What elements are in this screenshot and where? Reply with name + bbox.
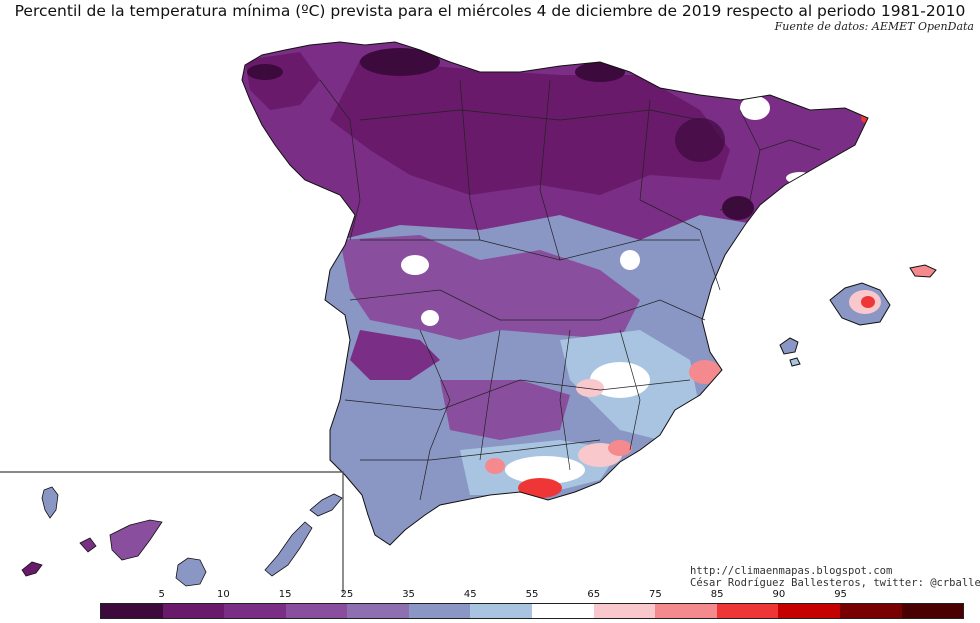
legend-swatch bbox=[224, 604, 286, 618]
blog-url[interactable]: http://climaenmapas.blogspot.com bbox=[690, 565, 893, 577]
province-borders bbox=[319, 79, 821, 501]
pink-2 bbox=[576, 379, 604, 397]
legend-label: 55 bbox=[525, 589, 539, 600]
white-5 bbox=[505, 456, 585, 484]
legend-swatch bbox=[347, 604, 409, 618]
legend-swatch bbox=[778, 604, 840, 618]
mallorca-red bbox=[861, 296, 875, 308]
legend-swatch bbox=[593, 604, 656, 618]
ibiza bbox=[779, 337, 799, 355]
la-gomera bbox=[79, 537, 97, 553]
legend-label: 5 bbox=[158, 589, 165, 600]
legend-label: 75 bbox=[649, 589, 662, 600]
la-palma bbox=[41, 486, 59, 519]
legend-swatch bbox=[901, 604, 964, 618]
gran-canaria bbox=[175, 557, 207, 587]
balearic-islands bbox=[779, 264, 937, 367]
lanzarote bbox=[309, 493, 343, 517]
fuerteventura bbox=[264, 521, 313, 577]
legend-swatch bbox=[470, 604, 533, 618]
iberia-outline bbox=[241, 41, 869, 546]
north-darkest-3 bbox=[247, 64, 283, 80]
tenerife bbox=[109, 519, 163, 561]
north-darkest-2 bbox=[575, 62, 625, 82]
legend-labels: 5 10 15 25 35 45 55 65 75 85 90 95 bbox=[100, 589, 964, 602]
legend-label: 85 bbox=[710, 589, 724, 600]
white-4 bbox=[590, 362, 650, 398]
legend-swatch bbox=[655, 604, 717, 618]
south-purple bbox=[440, 380, 570, 440]
white-6 bbox=[620, 250, 640, 270]
ebro-dark bbox=[722, 196, 754, 220]
map-title: Percentil de la temperatura mínima (ºC) … bbox=[14, 2, 966, 20]
legend-swatch bbox=[839, 604, 902, 618]
legend-swatch bbox=[285, 604, 348, 618]
legend-label: 90 bbox=[772, 589, 786, 600]
iberian-peninsula bbox=[241, 41, 869, 546]
legend-label: 10 bbox=[217, 589, 230, 600]
canary-islands-inset bbox=[0, 471, 344, 593]
pink-5 bbox=[485, 458, 505, 474]
iberia-fill bbox=[242, 42, 868, 498]
legend-label: 65 bbox=[587, 589, 601, 600]
menorca bbox=[909, 264, 937, 278]
white-2 bbox=[421, 310, 439, 326]
data-source: Fuente de datos: AEMET OpenData bbox=[774, 20, 974, 33]
legend-swatch bbox=[532, 604, 594, 618]
southwest-purple bbox=[350, 330, 440, 380]
legend-label: 95 bbox=[834, 589, 847, 600]
legend-label: 45 bbox=[463, 589, 477, 600]
north-darkest-1 bbox=[360, 48, 440, 76]
pink-4 bbox=[608, 440, 632, 456]
el-hierro bbox=[21, 561, 43, 577]
legend-swatch bbox=[101, 604, 163, 618]
legend-swatch bbox=[408, 604, 471, 618]
formentera bbox=[789, 357, 801, 367]
legend-label: 15 bbox=[278, 589, 292, 600]
legend-label: 35 bbox=[402, 589, 415, 600]
north-core bbox=[330, 60, 730, 195]
pink-3 bbox=[689, 360, 721, 384]
color-legend bbox=[100, 603, 964, 619]
white-1 bbox=[401, 255, 429, 275]
white-3 bbox=[740, 96, 770, 120]
author-credit: César Rodríguez Ballesteros, twitter: @c… bbox=[690, 577, 980, 589]
legend-swatch bbox=[716, 604, 779, 618]
credits: http://climaenmapas.blogspot.com César R… bbox=[690, 565, 980, 589]
legend-swatch bbox=[162, 604, 225, 618]
legend-label: 25 bbox=[340, 589, 354, 600]
pyrenees-dark bbox=[675, 118, 725, 162]
inset-frame bbox=[0, 471, 344, 593]
red-almeria bbox=[518, 478, 562, 498]
